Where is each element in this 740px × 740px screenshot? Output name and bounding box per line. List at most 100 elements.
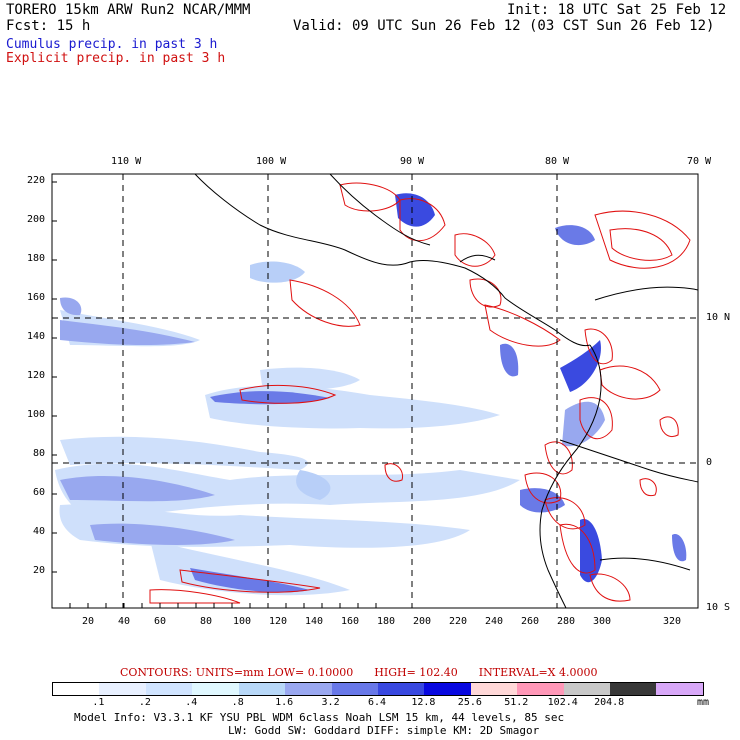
precip-band — [555, 225, 595, 246]
color-scale-swatch — [99, 683, 146, 695]
legend-explicit: Explicit precip. in past 3 h — [6, 51, 226, 66]
precip-band — [55, 463, 520, 520]
precip-band — [395, 193, 435, 227]
precip-band — [190, 568, 310, 593]
coastline — [559, 439, 698, 483]
contour-line — [584, 328, 613, 365]
contour-line — [589, 573, 631, 602]
contour-line — [484, 304, 561, 347]
contour-line — [399, 198, 446, 242]
lon-label: 70 W — [687, 156, 712, 167]
coastline — [539, 344, 602, 608]
color-scale-label: 12.8 — [411, 697, 436, 708]
y-tick-label: 120 — [27, 370, 46, 381]
map-frame — [51, 173, 699, 609]
color-scale-swatch — [238, 683, 286, 695]
color-scale-unit: mm — [697, 697, 710, 708]
precip-band — [60, 475, 215, 502]
color-scale-label: 204.8 — [594, 697, 625, 708]
color-scale-label: .4 — [185, 697, 198, 708]
x-tick-label: 220 — [449, 616, 468, 627]
y-tick-label: 60 — [33, 487, 46, 498]
x-tick-label: 160 — [341, 616, 360, 627]
precip-band — [60, 297, 82, 316]
color-scale-bar — [52, 682, 704, 696]
x-tick-label: 120 — [269, 616, 288, 627]
tick-marks — [52, 181, 377, 608]
contours-label: CONTOURS: — [120, 666, 193, 679]
x-tick-label: 140 — [305, 616, 324, 627]
contour-lines — [149, 182, 691, 604]
x-tick-label: 260 — [521, 616, 540, 627]
color-scale-swatch — [424, 683, 471, 695]
precip-band — [60, 436, 308, 470]
coastline — [599, 557, 691, 571]
color-scale-swatch — [470, 683, 518, 695]
color-scale-swatch — [656, 683, 703, 695]
x-tick-label: 280 — [557, 616, 576, 627]
color-scale-swatch — [285, 683, 332, 695]
y-tick-label: 140 — [27, 331, 46, 342]
precip-band — [150, 540, 350, 596]
contour-line — [524, 472, 562, 504]
x-tick-label: 40 — [118, 616, 131, 627]
contour-line — [454, 233, 496, 267]
color-scale-swatch — [331, 683, 378, 695]
contour-line — [384, 463, 404, 482]
y-tick-label: 160 — [27, 292, 46, 303]
y-tick-label: 220 — [27, 175, 46, 186]
color-scale-label: 51.2 — [504, 697, 529, 708]
valid-time: Valid: 09 UTC Sun 26 Feb 12 (03 CST Sun … — [293, 18, 715, 34]
coastline — [194, 174, 591, 347]
contour-line — [544, 497, 586, 530]
y-tick-label: 100 — [27, 409, 46, 420]
lon-label: 110 W — [111, 156, 142, 167]
color-scale-label: 1.6 — [275, 697, 294, 708]
precip-band — [210, 391, 330, 405]
lon-label: 100 W — [256, 156, 287, 167]
lat-label: 0 — [706, 457, 713, 468]
color-scale-swatch — [517, 683, 564, 695]
init-time: Init: 18 UTC Sat 25 Feb 12 — [507, 2, 727, 18]
contour-line — [149, 589, 241, 604]
y-tick-label: 20 — [33, 565, 46, 576]
precip-band — [60, 320, 195, 346]
contour-line — [599, 365, 661, 400]
legend-cumulus: Cumulus precip. in past 3 h — [6, 37, 218, 52]
x-tick-label: 300 — [593, 616, 612, 627]
contour-line — [289, 279, 361, 327]
color-scale-label: 3.2 — [321, 697, 340, 708]
x-tick-label: 100 — [233, 616, 252, 627]
contour-line — [659, 416, 679, 437]
lat-lon-grid — [52, 174, 698, 608]
precip-band — [672, 534, 687, 562]
precip-band — [260, 367, 360, 390]
contour-line — [594, 210, 691, 269]
x-tick-label: 180 — [377, 616, 396, 627]
color-scale-label: .2 — [138, 697, 151, 708]
x-tick-label: 20 — [82, 616, 95, 627]
lon-label: 80 W — [545, 156, 570, 167]
contour-line — [239, 384, 337, 404]
precip-band — [250, 261, 305, 283]
precip-band — [560, 340, 601, 392]
forecast-hour: Fcst: 15 h — [6, 18, 91, 34]
x-tick-label: 200 — [413, 616, 432, 627]
contours-units: UNITS=mm — [195, 666, 264, 679]
model-info: Model Info: V3.3.1 KF YSU PBL WDM 6class… — [74, 711, 565, 724]
precip-band — [296, 470, 331, 500]
lat-label: 10 N — [706, 312, 731, 323]
color-scale-swatch — [53, 683, 100, 695]
coastline — [594, 286, 698, 301]
coastline — [329, 174, 431, 246]
color-scale-swatch — [145, 683, 193, 695]
contour-line — [544, 441, 573, 475]
contours-interval: INTERVAL=X 4.0000 — [478, 666, 598, 679]
precip-band — [562, 401, 605, 447]
color-scale-swatch — [192, 683, 239, 695]
precip-band — [500, 343, 519, 377]
color-scale-label: 6.4 — [367, 697, 387, 708]
y-tick-label: 80 — [33, 448, 46, 459]
color-scale-swatch — [610, 683, 657, 695]
